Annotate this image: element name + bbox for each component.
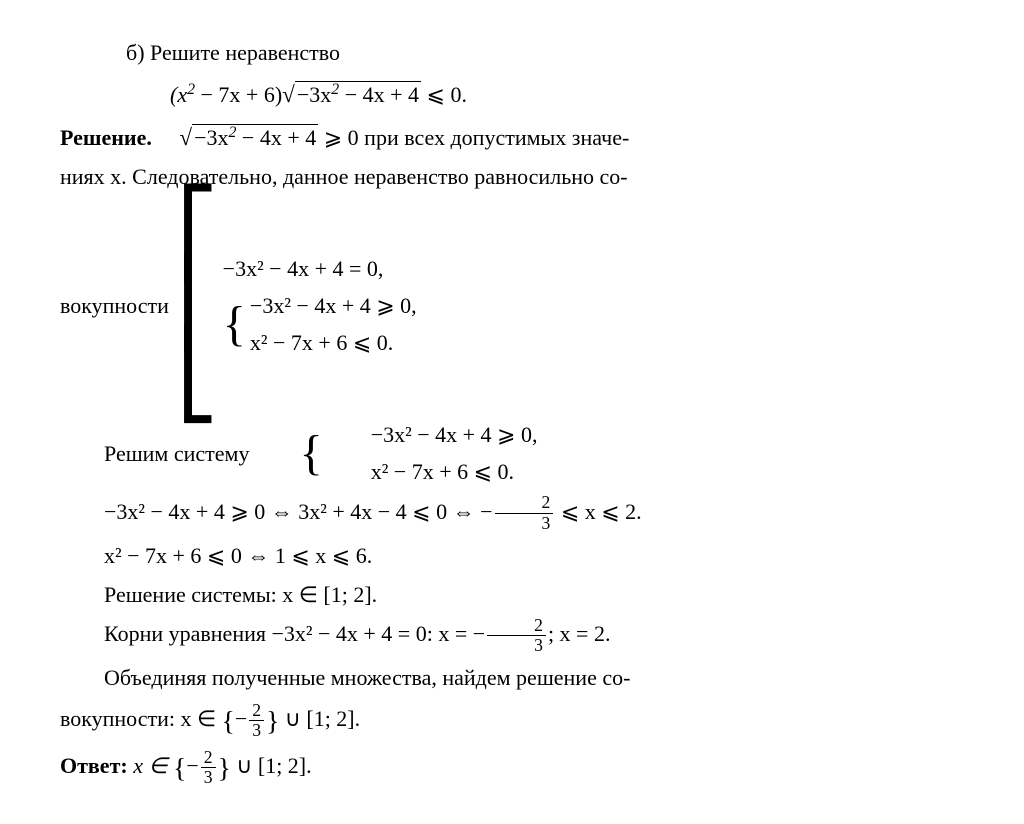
- factor1-rest: − 7x + 6): [195, 82, 282, 107]
- line1c: вокупности: [60, 289, 169, 322]
- problem-label: б) Решите неравенство: [126, 36, 964, 69]
- chain2: x² − 7x + 6 ⩽ 0 ⇔ 1 ⩽ x ⩽ 6.: [60, 539, 964, 572]
- frac-2-3a: 23: [495, 494, 554, 532]
- answer-b: ∪ [1; 2].: [231, 753, 312, 778]
- sys-r1: −3x² − 4x + 4 ⩾ 0,: [327, 418, 538, 451]
- system-block: { −3x² − 4x + 4 ⩾ 0, x² − 7x + 6 ⩽ 0.: [255, 418, 537, 488]
- union-sys2: x² − 7x + 6 ⩽ 0.: [250, 326, 417, 359]
- system-line: Решим систему { −3x² − 4x + 4 ⩾ 0, x² − …: [60, 418, 964, 488]
- chain1-b: ⩽ x ⩽ 2.: [555, 499, 641, 524]
- concl-c: ∪ [1; 2].: [279, 706, 360, 731]
- sys-sol: Решение системы: x ∈ [1; 2].: [60, 578, 964, 611]
- frac-2-3c: 23: [249, 702, 264, 740]
- rbrace-icon: }: [266, 705, 279, 736]
- expr: (x2 − 7x + 6)√−3x2 − 4x + 4 ⩽ 0.: [170, 82, 467, 107]
- frac-2-3d: 23: [201, 749, 216, 787]
- concl-line: вокупности: x ∈ {−23} ∪ [1; 2].: [60, 700, 964, 741]
- union-line: вокупности ⎡⎢⎣ −3x² − 4x + 4 = 0, { −3x²…: [60, 199, 964, 412]
- system-intro: Решим систему: [60, 437, 249, 470]
- solution-line1: Решение. √−3x2 − 4x + 4 ⩾ 0 при всех доп…: [60, 118, 964, 155]
- sqrt2: √−3x2 − 4x + 4: [179, 125, 323, 150]
- union-bracket: ⎡⎢⎣ −3x² − 4x + 4 = 0, { −3x² − 4x + 4 ⩾…: [177, 199, 417, 412]
- solution-head: Решение.: [60, 125, 152, 150]
- problem-label-text: б) Решите неравенство: [126, 40, 340, 65]
- problem-expression: (x2 − 7x + 6)√−3x2 − 4x + 4 ⩽ 0.: [170, 75, 964, 112]
- sq-bracket-icon: ⎡⎢⎣: [177, 199, 219, 412]
- chain1: −3x² − 4x + 4 ⩾ 0 ⇔ 3x² + 4x − 4 ⩽ 0 ⇔ −…: [60, 494, 964, 532]
- rbrace-icon-2: }: [218, 752, 231, 783]
- answer-line: Ответ: x ∈ {−23} ∪ [1; 2].: [60, 747, 964, 788]
- answer-a: x ∈: [128, 753, 173, 778]
- answer-head: Ответ:: [60, 753, 128, 778]
- chain1-a: −3x² − 4x + 4 ⩾ 0 ⇔ 3x² + 4x − 4 ⩽ 0 ⇔ −: [104, 499, 493, 524]
- union-stack: −3x² − 4x + 4 = 0, { −3x² − 4x + 4 ⩾ 0, …: [223, 252, 417, 359]
- sys-r2: x² − 7x + 6 ⩽ 0.: [327, 455, 538, 488]
- union-eq1: −3x² − 4x + 4 = 0,: [223, 252, 417, 285]
- lbrace-icon: {: [222, 705, 235, 736]
- union-sys1: −3x² − 4x + 4 ⩾ 0,: [250, 289, 417, 322]
- sqrt: √−3x2 − 4x + 4: [282, 75, 421, 112]
- brace-icon: {: [223, 303, 246, 347]
- roots-b: ; x = 2.: [548, 621, 611, 646]
- roots-line: Корни уравнения −3x² − 4x + 4 = 0: x = −…: [60, 617, 964, 655]
- frac-2-3b: 23: [487, 617, 546, 655]
- roots-a: Корни уравнения −3x² − 4x + 4 = 0: x = −: [104, 621, 485, 646]
- lbrace-icon-2: {: [173, 752, 186, 783]
- concl-a: Объединяя полученные множества, найдем р…: [60, 661, 964, 694]
- brace-icon-2: {: [255, 432, 322, 476]
- line1a: ⩾ 0 при всех допустимых значе-: [324, 125, 630, 150]
- concl-b: вокупности: x ∈: [60, 706, 222, 731]
- tail: ⩽ 0.: [421, 82, 467, 107]
